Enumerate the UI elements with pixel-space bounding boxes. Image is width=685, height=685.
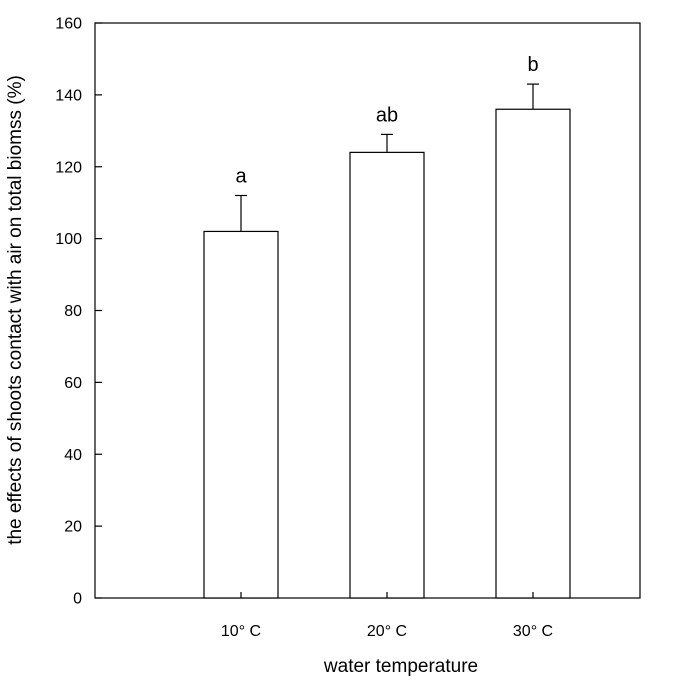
y-tick-label: 140 — [55, 87, 82, 104]
x-tick-label: 30° C — [513, 623, 553, 640]
y-tick-label: 20 — [64, 519, 82, 536]
y-tick-label: 60 — [64, 375, 82, 392]
bar — [495, 108, 571, 599]
bar — [203, 230, 279, 599]
y-tick-label: 40 — [64, 447, 82, 464]
bars-group: a ab b — [203, 54, 571, 599]
bar — [349, 151, 425, 599]
x-tick-label: 10° C — [221, 623, 261, 640]
y-tick-label: 80 — [64, 303, 82, 320]
y-tick-label: 100 — [55, 231, 82, 248]
y-axis: 0 20 40 60 80 100 120 140 160 — [55, 16, 102, 608]
significance-label: a — [235, 166, 247, 188]
y-tick-label: 0 — [73, 591, 82, 608]
significance-label: b — [527, 54, 538, 76]
x-axis: 10° C 20° C 30° C — [221, 592, 553, 640]
y-tick-label: 120 — [55, 159, 82, 176]
significance-label: ab — [376, 104, 398, 126]
y-axis-title: the effects of shoots contact with air o… — [5, 75, 26, 545]
x-axis-title: water temperature — [323, 656, 478, 677]
y-tick-label: 160 — [55, 16, 82, 33]
x-tick-label: 20° C — [367, 623, 407, 640]
